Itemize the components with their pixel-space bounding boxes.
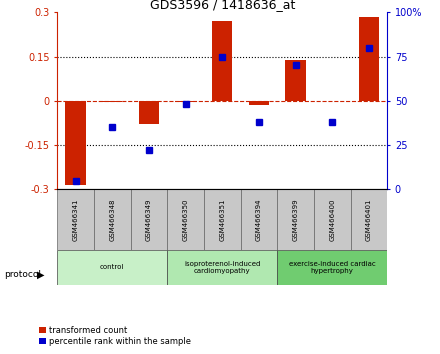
Bar (277, 250, 387, 285)
Text: GSM466351: GSM466351 (219, 198, 225, 241)
Text: GSM466349: GSM466349 (146, 198, 152, 241)
Text: protocol: protocol (4, 270, 41, 279)
Text: isoproterenol-induced
cardiomyopathy: isoproterenol-induced cardiomyopathy (184, 261, 260, 274)
Bar (139, 101, 159, 125)
Bar (167, 189, 204, 250)
Bar (102, 101, 122, 102)
Text: exercise-induced cardiac
hypertrophy: exercise-induced cardiac hypertrophy (289, 261, 376, 274)
Bar (167, 250, 277, 285)
Text: GSM466399: GSM466399 (293, 198, 298, 241)
Legend: transformed count, percentile rank within the sample: transformed count, percentile rank withi… (39, 326, 191, 346)
Text: GSM466401: GSM466401 (366, 198, 372, 241)
Bar (212, 21, 232, 101)
Bar (131, 189, 167, 250)
Text: GSM466341: GSM466341 (73, 198, 78, 241)
Text: GSM466350: GSM466350 (183, 198, 188, 241)
Bar (176, 101, 196, 102)
Bar (57, 250, 167, 285)
Text: GSM466400: GSM466400 (329, 198, 335, 241)
Text: GSM466394: GSM466394 (256, 198, 262, 241)
Bar (66, 101, 86, 185)
Text: ▶: ▶ (37, 269, 45, 279)
Bar (351, 189, 387, 250)
Bar (249, 101, 269, 105)
Text: GSM466348: GSM466348 (109, 198, 115, 241)
Text: control: control (100, 264, 125, 270)
Bar (314, 189, 351, 250)
Bar (94, 189, 131, 250)
Title: GDS3596 / 1418636_at: GDS3596 / 1418636_at (150, 0, 295, 11)
Bar (277, 189, 314, 250)
Bar (359, 17, 379, 101)
Bar (241, 189, 277, 250)
Bar (286, 59, 306, 101)
Bar (204, 189, 241, 250)
Bar (57, 189, 94, 250)
